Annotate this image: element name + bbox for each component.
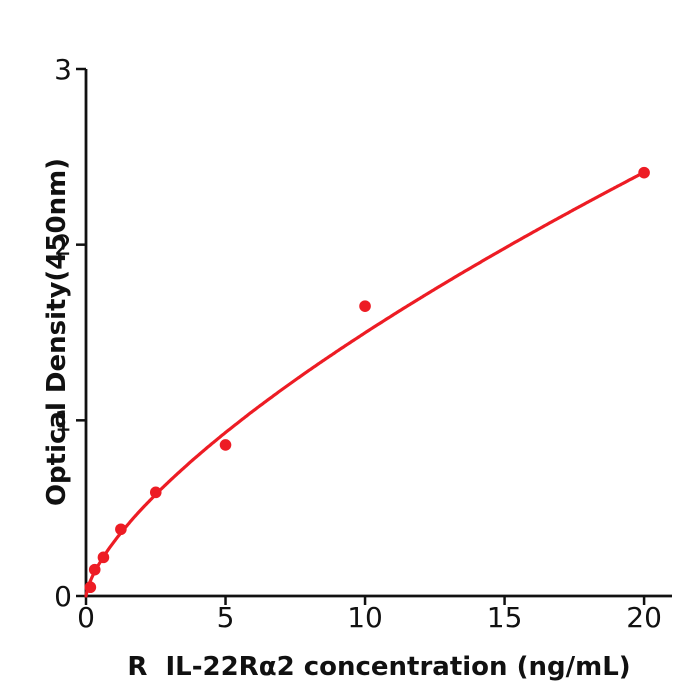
data-point xyxy=(359,300,371,312)
y-axis-title: Optical Density(450nm) xyxy=(42,157,72,507)
data-point xyxy=(115,523,127,536)
data-point xyxy=(638,166,650,179)
x-tick-label: 10 xyxy=(347,601,383,634)
x-tick-label: 20 xyxy=(626,601,662,634)
data-point xyxy=(149,486,162,499)
fit-curve xyxy=(84,170,646,598)
x-axis-title: R IL-22Rα2 concentration (ng/mL) xyxy=(127,652,631,682)
y-tick-label: 0 xyxy=(54,580,72,613)
data-point xyxy=(88,563,101,576)
y-tick-label: 2 xyxy=(54,229,72,262)
x-tick-label: 0 xyxy=(77,601,95,634)
x-tick-label: 15 xyxy=(487,601,523,634)
y-tick-label: 3 xyxy=(54,53,72,86)
data-point xyxy=(219,439,232,451)
data-point xyxy=(84,581,97,594)
data-point xyxy=(97,551,110,564)
x-tick-label: 5 xyxy=(217,601,235,634)
y-tick-label: 1 xyxy=(54,404,72,437)
